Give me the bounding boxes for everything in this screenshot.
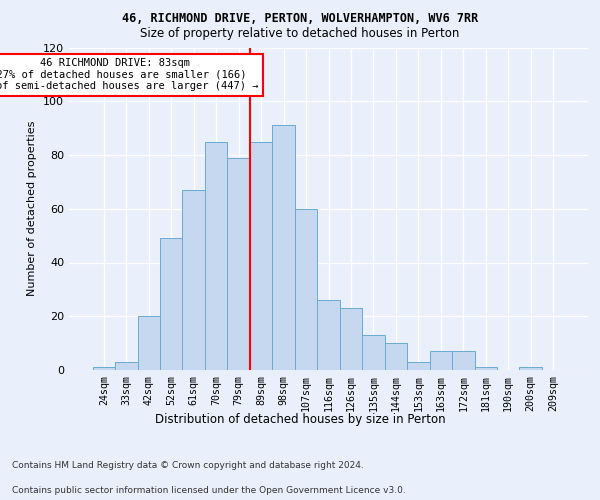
- Text: Contains public sector information licensed under the Open Government Licence v3: Contains public sector information licen…: [12, 486, 406, 495]
- Bar: [137, 316, 160, 370]
- Bar: [205, 142, 227, 370]
- Text: Contains HM Land Registry data © Crown copyright and database right 2024.: Contains HM Land Registry data © Crown c…: [12, 461, 364, 470]
- Bar: [250, 142, 272, 370]
- Bar: [227, 158, 250, 370]
- Text: Distribution of detached houses by size in Perton: Distribution of detached houses by size …: [155, 412, 445, 426]
- Bar: [430, 351, 452, 370]
- Bar: [182, 190, 205, 370]
- Bar: [160, 238, 182, 370]
- Bar: [272, 126, 295, 370]
- Bar: [362, 335, 385, 370]
- Bar: [385, 343, 407, 370]
- Text: 46 RICHMOND DRIVE: 83sqm
← 27% of detached houses are smaller (166)
72% of semi-: 46 RICHMOND DRIVE: 83sqm ← 27% of detach…: [0, 58, 259, 92]
- Text: 46, RICHMOND DRIVE, PERTON, WOLVERHAMPTON, WV6 7RR: 46, RICHMOND DRIVE, PERTON, WOLVERHAMPTO…: [122, 12, 478, 26]
- Bar: [295, 209, 317, 370]
- Bar: [520, 368, 542, 370]
- Bar: [340, 308, 362, 370]
- Y-axis label: Number of detached properties: Number of detached properties: [28, 121, 37, 296]
- Bar: [317, 300, 340, 370]
- Bar: [475, 368, 497, 370]
- Bar: [452, 351, 475, 370]
- Bar: [407, 362, 430, 370]
- Text: Size of property relative to detached houses in Perton: Size of property relative to detached ho…: [140, 28, 460, 40]
- Bar: [92, 368, 115, 370]
- Bar: [115, 362, 137, 370]
